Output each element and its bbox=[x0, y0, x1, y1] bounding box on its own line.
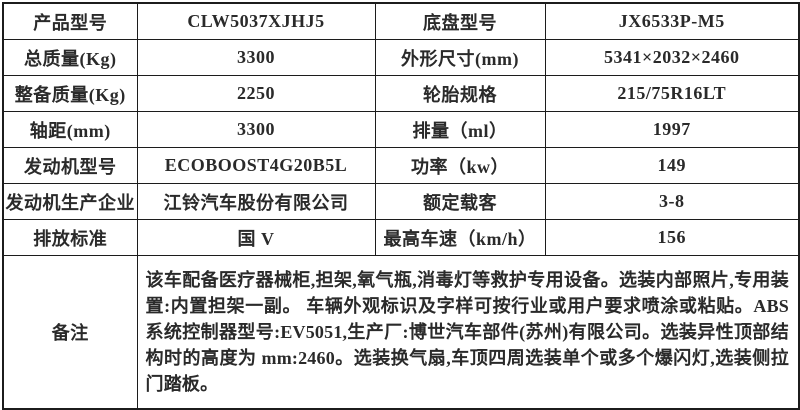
spec-value-product-model: CLW5037XJHJ5 bbox=[136, 2, 376, 40]
spec-value-wheelbase: 3300 bbox=[136, 111, 376, 148]
spec-label-max-speed: 最高车速（km/h） bbox=[374, 219, 546, 256]
spec-label-displacement: 排量（ml） bbox=[374, 111, 546, 148]
table-row: 整备质量(Kg) 2250 轮胎规格 215/75R16LT bbox=[2, 75, 800, 112]
spec-value-engine-model: ECOBOOST4G20B5L bbox=[136, 147, 376, 184]
spec-label-gross-weight: 总质量(Kg) bbox=[2, 39, 138, 76]
spec-label-chassis-model: 底盘型号 bbox=[374, 2, 546, 40]
spec-value-max-speed: 156 bbox=[544, 219, 800, 256]
table-row: 总质量(Kg) 3300 外形尺寸(mm) 5341×2032×2460 bbox=[2, 39, 800, 76]
spec-value-curb-weight: 2250 bbox=[136, 75, 376, 112]
spec-value-displacement: 1997 bbox=[544, 111, 800, 148]
table-row: 轴距(mm) 3300 排量（ml） 1997 bbox=[2, 111, 800, 148]
spec-label-dimensions: 外形尺寸(mm) bbox=[374, 39, 546, 76]
spec-label-emission-standard: 排放标准 bbox=[2, 219, 138, 256]
spec-label-engine-model: 发动机型号 bbox=[2, 147, 138, 184]
table-row-remark: 备注 该车配备医疗器械柜,担架,氧气瓶,消毒灯等救护专用设备。选装内部照片,专用… bbox=[2, 255, 800, 410]
table-row: 排放标准 国 V 最高车速（km/h） 156 bbox=[2, 219, 800, 256]
spec-value-power: 149 bbox=[544, 147, 800, 184]
spec-label-curb-weight: 整备质量(Kg) bbox=[2, 75, 138, 112]
spec-value-tire-spec: 215/75R16LT bbox=[544, 75, 800, 112]
table-row: 发动机生产企业 江铃汽车股份有限公司 额定载客 3-8 bbox=[2, 183, 800, 220]
table-row: 发动机型号 ECOBOOST4G20B5L 功率（kw） 149 bbox=[2, 147, 800, 184]
table-row: 产品型号 CLW5037XJHJ5 底盘型号 JX6533P-M5 bbox=[2, 2, 800, 40]
remark-text: 该车配备医疗器械柜,担架,氧气瓶,消毒灯等救护专用设备。选装内部照片,专用装置:… bbox=[136, 255, 800, 410]
spec-value-emission-standard: 国 V bbox=[136, 219, 376, 256]
spec-label-power: 功率（kw） bbox=[374, 147, 546, 184]
spec-label-engine-manufacturer: 发动机生产企业 bbox=[2, 183, 138, 220]
spec-label-tire-spec: 轮胎规格 bbox=[374, 75, 546, 112]
spec-value-dimensions: 5341×2032×2460 bbox=[544, 39, 800, 76]
spec-label-rated-passengers: 额定载客 bbox=[374, 183, 546, 220]
spec-value-gross-weight: 3300 bbox=[136, 39, 376, 76]
spec-value-rated-passengers: 3-8 bbox=[544, 183, 800, 220]
spec-label-product-model: 产品型号 bbox=[2, 2, 138, 40]
spec-value-chassis-model: JX6533P-M5 bbox=[544, 2, 800, 40]
spec-label-wheelbase: 轴距(mm) bbox=[2, 111, 138, 148]
spec-value-engine-manufacturer: 江铃汽车股份有限公司 bbox=[136, 183, 376, 220]
remark-label: 备注 bbox=[2, 255, 138, 410]
